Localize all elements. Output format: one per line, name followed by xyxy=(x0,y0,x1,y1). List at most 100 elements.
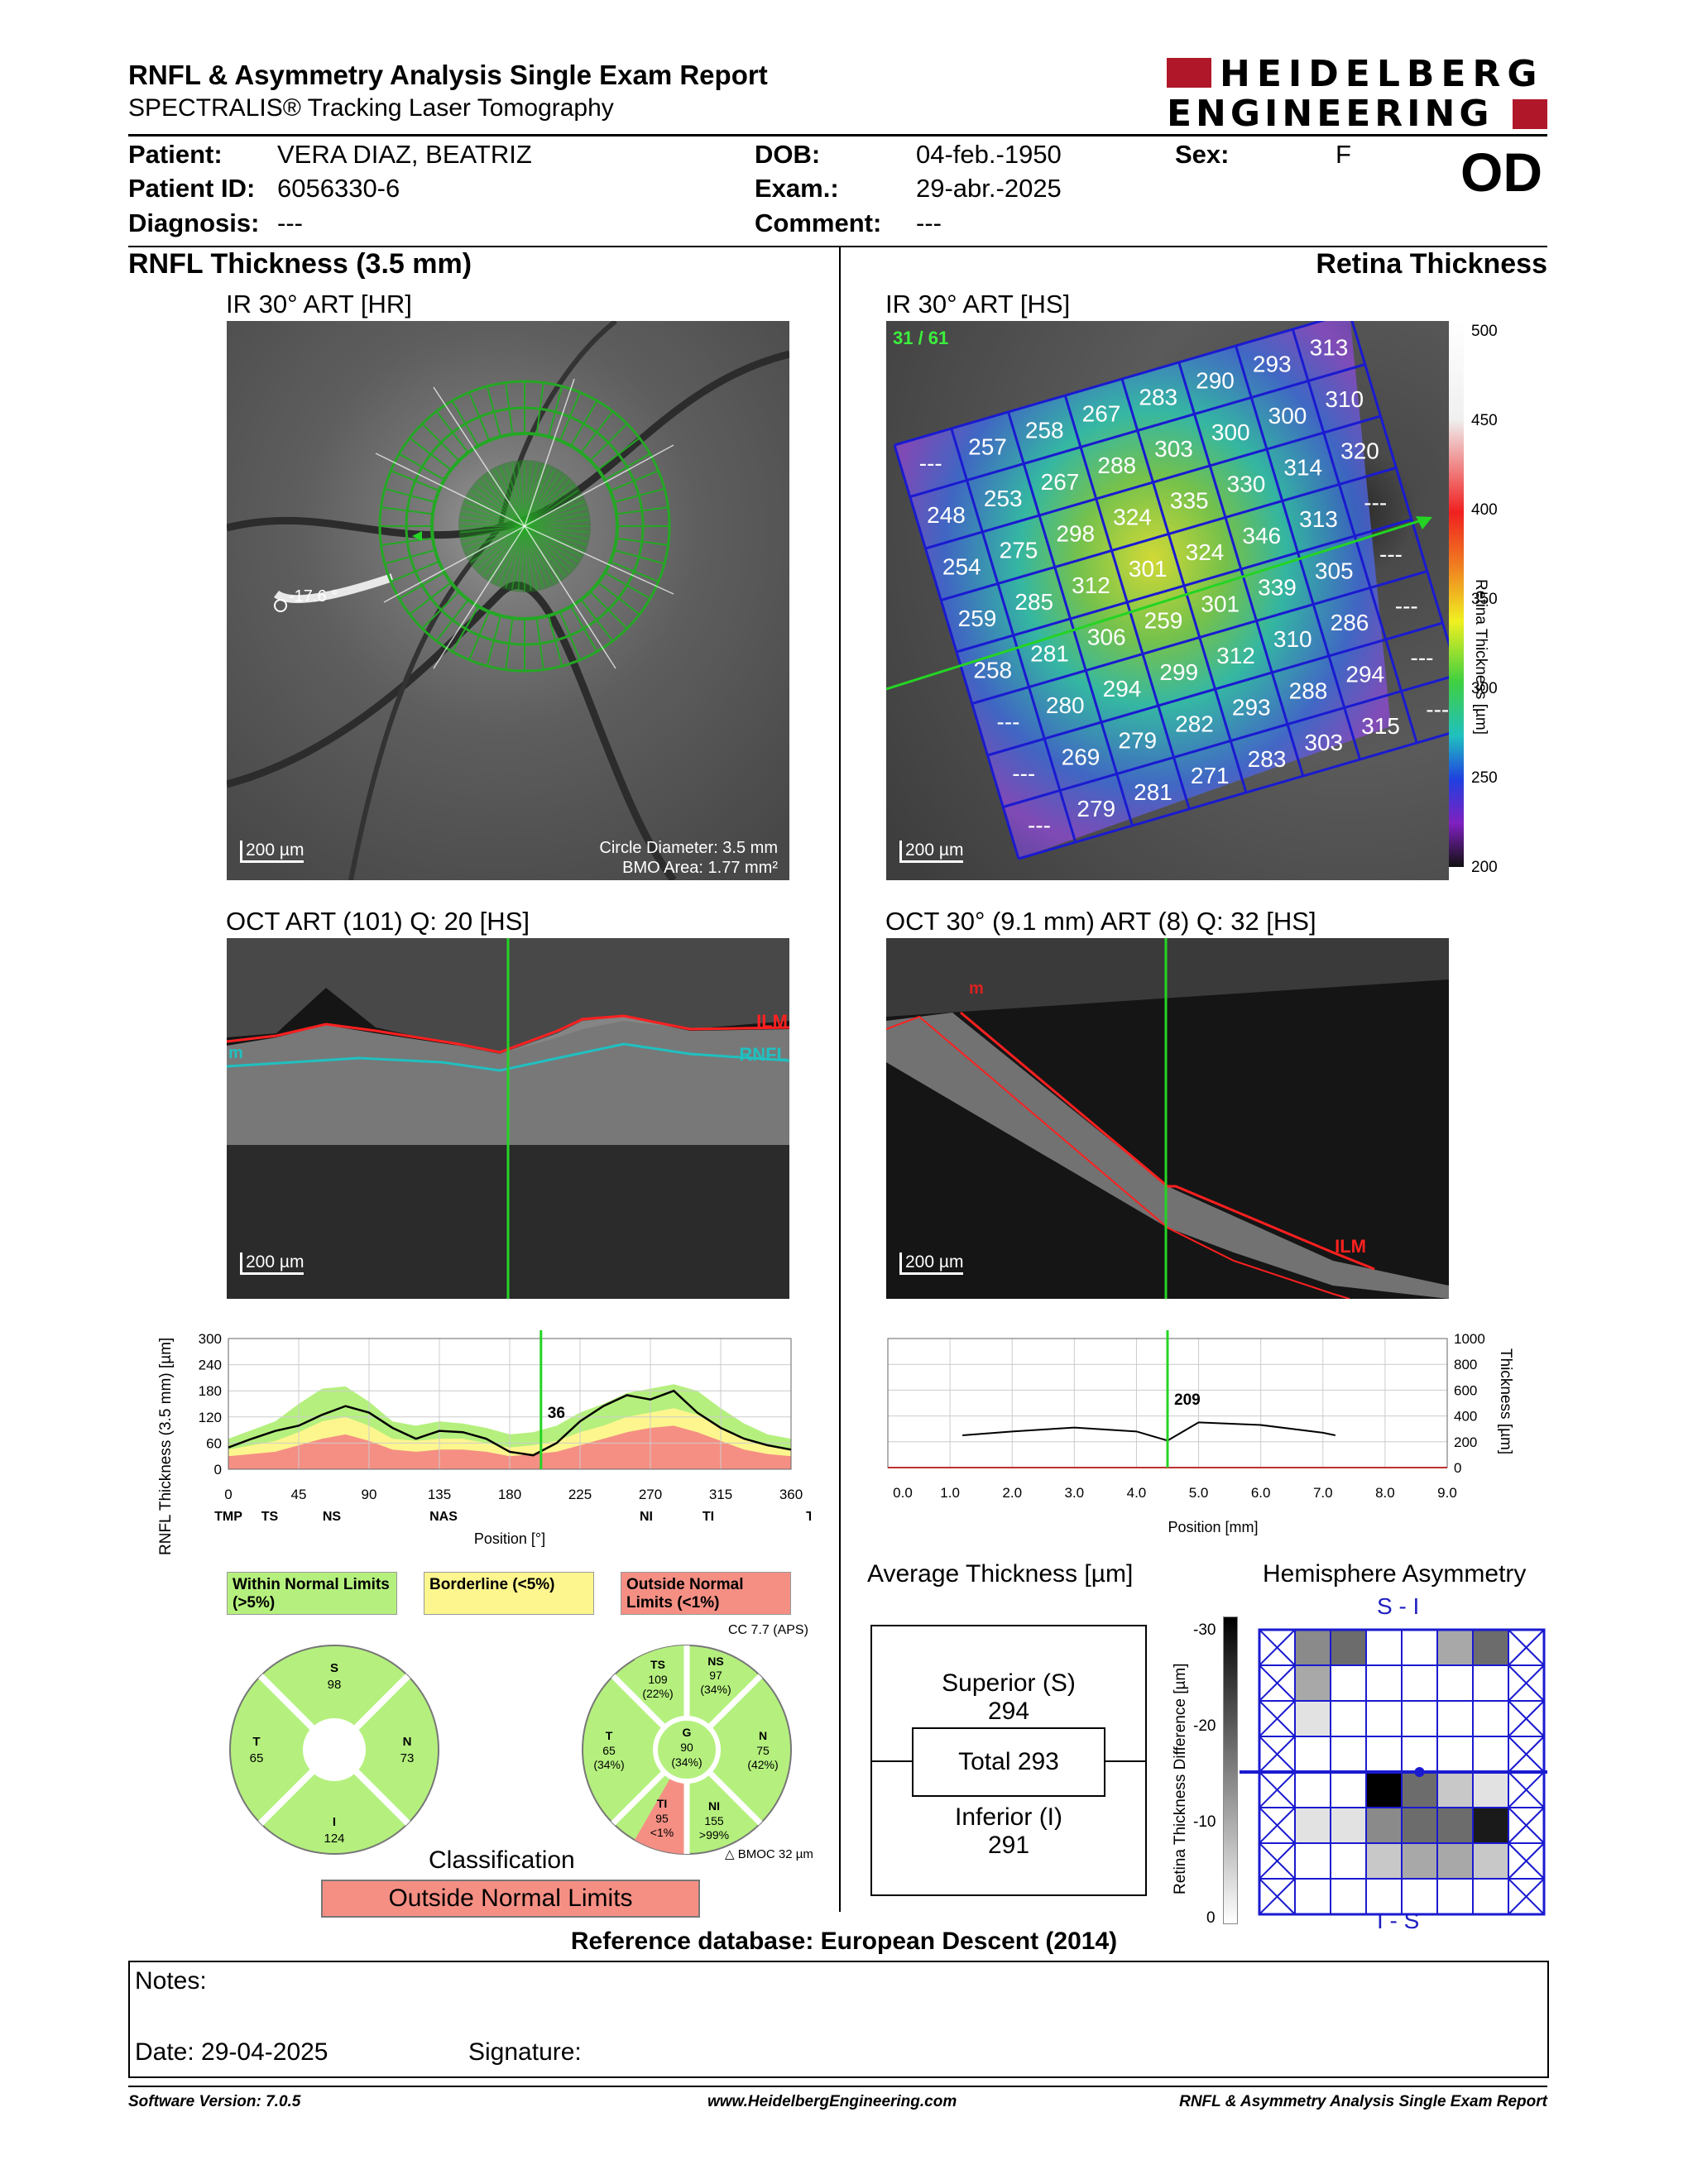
y-tick-label: 180 xyxy=(199,1383,222,1399)
asymmetry-cell xyxy=(1294,1664,1331,1702)
sector-label: TS xyxy=(261,1510,279,1524)
diagnosis-value: --- xyxy=(277,208,303,237)
six-NI-label: NI xyxy=(708,1799,720,1813)
grid-cell-value: 313 xyxy=(1299,506,1338,532)
grid-cell-value: 279 xyxy=(1118,727,1157,753)
grid-cell-value: 271 xyxy=(1191,763,1230,788)
rnfl-cursor-value: 36 xyxy=(548,1405,565,1422)
asymmetry-cell xyxy=(1401,1842,1438,1880)
grid-cell-value: 298 xyxy=(1056,520,1095,546)
asymmetry-cell xyxy=(1472,1771,1509,1808)
six-TI-pct: <1% xyxy=(650,1826,674,1839)
oct-layers-right xyxy=(886,938,1449,1299)
asymmetry-cell xyxy=(1294,1736,1331,1773)
x-tick-label: 6.0 xyxy=(1251,1485,1271,1501)
grid-cell-value: 315 xyxy=(1361,713,1400,739)
quad-I-value: 124 xyxy=(324,1832,344,1846)
grid-cell-value: 259 xyxy=(1144,607,1183,633)
notes-box[interactable] xyxy=(128,1961,1549,2078)
exam-label: Exam.: xyxy=(755,174,839,203)
sector-label: TMP xyxy=(214,1510,242,1524)
x-tick-label: 0 xyxy=(224,1487,232,1502)
retina-series-line xyxy=(962,1421,1336,1442)
grid-cell-value: 267 xyxy=(1041,469,1080,495)
colorbar-tick: 200 xyxy=(1471,859,1498,876)
patient-label: Patient: xyxy=(128,140,223,169)
asymmetry-cell xyxy=(1436,1664,1474,1702)
grid-cell-value: 299 xyxy=(1159,659,1198,685)
six-G-label: G xyxy=(683,1726,692,1739)
dob-label: DOB: xyxy=(755,140,821,169)
grid-cell-value: 285 xyxy=(1014,589,1053,615)
website-link[interactable]: www.HeidelbergEngineering.com xyxy=(707,2093,957,2110)
asymmetry-cell xyxy=(1365,1842,1403,1880)
asymmetry-tick: 0 xyxy=(1206,1909,1216,1927)
asymmetry-cell xyxy=(1436,1807,1474,1844)
x-tick-label: 270 xyxy=(639,1487,662,1502)
x-tick-label: 8.0 xyxy=(1375,1485,1395,1501)
x-tick-label: 0.0 xyxy=(893,1485,913,1501)
rnfl-section-title: RNFL Thickness (3.5 mm) xyxy=(128,248,472,280)
bmoc-label: △ BMOC 32 µm xyxy=(725,1847,813,1861)
asymmetry-cell xyxy=(1472,1700,1509,1737)
asymmetry-cell xyxy=(1330,1664,1367,1702)
software-version: Software Version: 7.0.5 xyxy=(128,2093,301,2110)
exam-value: 29-abr.-2025 xyxy=(916,174,1062,203)
x-tick-label: 360 xyxy=(779,1487,803,1502)
grid-cell-value: 320 xyxy=(1340,438,1379,463)
colorbar-tick: 350 xyxy=(1471,591,1498,608)
six-NS-pct: (34%) xyxy=(700,1683,731,1696)
colorbar-tick: 300 xyxy=(1471,680,1498,697)
inferior-value: 291 xyxy=(987,1832,1030,1859)
six-TI-value: 95 xyxy=(655,1812,669,1825)
colorbar-tick: 450 xyxy=(1471,412,1498,429)
sex-value: F xyxy=(1336,140,1351,169)
legend-borderline: Borderline (<5%) xyxy=(424,1572,594,1615)
asymmetry-cell xyxy=(1330,1878,1367,1915)
x-tick-label: 4.0 xyxy=(1127,1485,1147,1501)
classification-label: Classification xyxy=(429,1846,575,1874)
asymmetry-cell xyxy=(1401,1807,1438,1844)
y-tick-label: 800 xyxy=(1454,1357,1477,1372)
asymmetry-cell xyxy=(1330,1629,1367,1666)
y-tick-label: 120 xyxy=(199,1410,222,1425)
inferior-label: Inferior (I) xyxy=(954,1803,1063,1831)
sex-label: Sex: xyxy=(1175,140,1230,169)
grid-cell-value: --- xyxy=(1426,697,1449,722)
grid-cell-value: 269 xyxy=(1062,744,1101,769)
asymmetry-cell xyxy=(1436,1736,1474,1773)
x-tick-label: 135 xyxy=(428,1487,451,1502)
ir-fundus-image-right: --- 257 258 267 283 290 293 313 248 253 267 288 303 3… xyxy=(886,321,1449,880)
retina-chart-ylabel: Thickness [µm] xyxy=(1497,1348,1514,1455)
report-title: RNFL & Asymmetry Analysis Single Exam Re… xyxy=(128,60,768,90)
grid-cell-value: --- xyxy=(1012,760,1035,786)
notes-label: Notes: xyxy=(135,1967,207,1995)
grid-cell-value: 335 xyxy=(1170,487,1209,513)
asymmetry-tick: -10 xyxy=(1193,1813,1216,1831)
y-tick-label: 300 xyxy=(199,1331,222,1347)
grid-cell-value: 306 xyxy=(1087,624,1126,649)
asymmetry-cell xyxy=(1472,1736,1509,1773)
oct-scale-left: 200 µm xyxy=(240,1252,305,1275)
ilm-label-left: ILM xyxy=(756,1011,788,1032)
asymmetry-axis-label: Retina Thickness Difference [µm] xyxy=(1172,1663,1189,1894)
grid-cell-value: 288 xyxy=(1097,453,1136,478)
six-T-value: 65 xyxy=(602,1744,616,1757)
grid-cell-value: 339 xyxy=(1258,574,1297,600)
quad-T-label: T xyxy=(252,1735,260,1749)
thickness-map-overlay: --- 257 258 267 283 290 293 313 248 253 267 288 303 3… xyxy=(886,321,1449,860)
oct-bscan-left: ILM RNFL m 200 µm xyxy=(227,938,789,1299)
brand-line2: ENGINEERING xyxy=(1167,93,1494,135)
grid-cell-value: 330 xyxy=(1227,471,1266,496)
grid-cell-value: 301 xyxy=(1201,591,1240,616)
grid-cell-value: --- xyxy=(997,709,1020,735)
x-tick-label: 180 xyxy=(498,1487,521,1502)
y-tick-label: 1000 xyxy=(1454,1331,1485,1347)
grid-cell-value: 248 xyxy=(927,502,966,528)
asymmetry-cell xyxy=(1436,1629,1474,1666)
x-tick-label: 9.0 xyxy=(1437,1485,1457,1501)
quad-S-label: S xyxy=(330,1661,338,1675)
asymmetry-cell xyxy=(1294,1842,1331,1880)
asym-top-label: S - I xyxy=(1377,1593,1420,1619)
grid-cell-value: 254 xyxy=(942,553,981,579)
